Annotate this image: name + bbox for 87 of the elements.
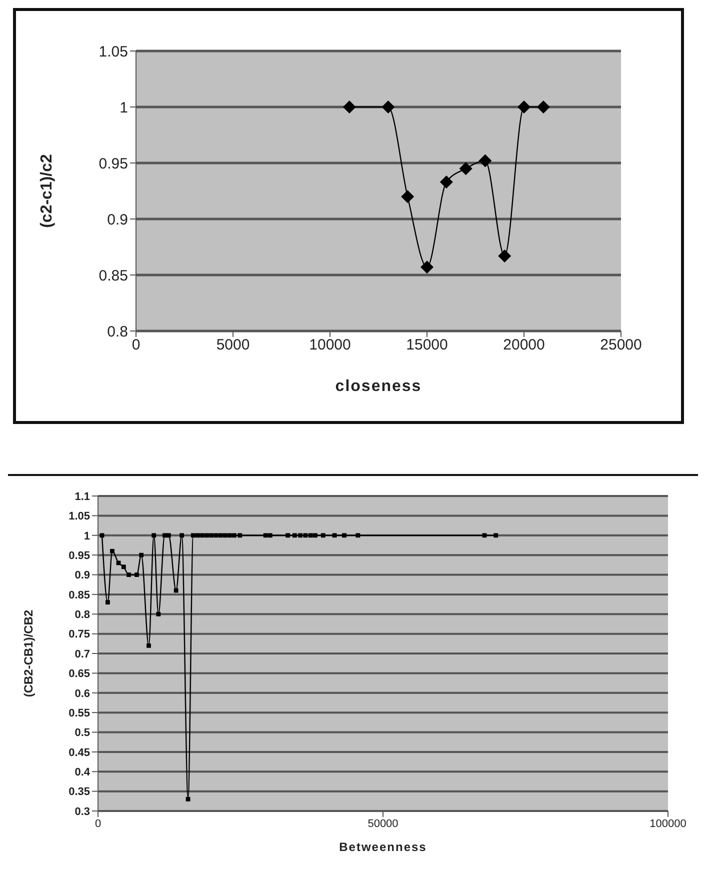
point bbox=[536, 100, 550, 114]
y-tick-label: 0.8 bbox=[74, 609, 90, 622]
point bbox=[494, 533, 498, 538]
x-tick-label: 100000 bbox=[650, 818, 686, 830]
y-tick-label: 1 bbox=[120, 99, 128, 116]
y-tick-label: 1.05 bbox=[68, 510, 90, 523]
point bbox=[214, 533, 218, 538]
point bbox=[238, 533, 242, 538]
y-tick-label: 0.4 bbox=[74, 766, 91, 779]
point bbox=[204, 533, 210, 538]
x-tick-label: 50000 bbox=[368, 818, 398, 830]
point bbox=[126, 572, 131, 577]
point bbox=[401, 190, 414, 204]
point bbox=[139, 552, 144, 558]
point bbox=[312, 533, 318, 538]
y-tick-label: 0.45 bbox=[68, 746, 90, 759]
y-tick-label: 0.95 bbox=[68, 550, 90, 562]
point bbox=[342, 100, 356, 114]
y-tick-label: 0.55 bbox=[68, 707, 90, 720]
point bbox=[292, 533, 297, 538]
point bbox=[166, 533, 171, 538]
point bbox=[420, 260, 434, 274]
y-tick-label: 0.65 bbox=[68, 668, 90, 680]
point bbox=[121, 564, 126, 570]
x-axis-title: Betweenness bbox=[339, 840, 427, 854]
y-tick-label: 1.1 bbox=[74, 490, 90, 503]
point bbox=[196, 533, 200, 538]
y-tick-label: 0.3 bbox=[74, 806, 90, 818]
y-tick-label: 0.5 bbox=[74, 727, 90, 740]
point bbox=[162, 533, 167, 538]
y-tick-label: 0.85 bbox=[68, 589, 90, 602]
point bbox=[186, 796, 190, 802]
x-tick-label: 10000 bbox=[309, 336, 351, 354]
y-tick-label: 0.8 bbox=[107, 323, 128, 340]
y-tick-label: 0.7 bbox=[74, 648, 90, 660]
point bbox=[190, 533, 196, 538]
point bbox=[209, 533, 214, 538]
point bbox=[320, 533, 326, 538]
y-tick-label: 1 bbox=[84, 530, 90, 542]
point bbox=[156, 612, 161, 616]
point bbox=[218, 533, 223, 538]
x-tick-label: 15000 bbox=[406, 336, 448, 354]
x-tick-label: 0 bbox=[94, 818, 102, 830]
y-tick-label: 0.85 bbox=[98, 267, 128, 284]
point bbox=[110, 548, 114, 554]
point bbox=[268, 533, 272, 538]
y-tick-label: 0.35 bbox=[68, 786, 90, 798]
point bbox=[263, 533, 268, 538]
point bbox=[482, 533, 487, 538]
point bbox=[303, 533, 308, 538]
point bbox=[146, 643, 151, 648]
point bbox=[134, 572, 139, 577]
point bbox=[382, 100, 395, 114]
x-tick-label: 0 bbox=[132, 336, 140, 354]
point bbox=[298, 533, 303, 538]
y-tick-label: 0.75 bbox=[68, 628, 90, 641]
point bbox=[478, 154, 492, 168]
point bbox=[100, 533, 104, 538]
point bbox=[105, 600, 110, 605]
x-tick-label: 20000 bbox=[503, 336, 545, 354]
y-axis-title: (CB2-CB1)/CB2 bbox=[21, 610, 36, 698]
point bbox=[286, 533, 290, 538]
x-tick-label: 25000 bbox=[600, 336, 642, 354]
point bbox=[498, 249, 512, 262]
x-axis-title: closeness bbox=[335, 378, 422, 395]
point bbox=[174, 588, 178, 593]
point bbox=[200, 533, 205, 538]
point bbox=[308, 533, 313, 538]
point bbox=[222, 533, 228, 538]
y-axis-title: (c2-c1)/c2 bbox=[38, 154, 56, 228]
point bbox=[440, 176, 453, 189]
point bbox=[180, 533, 184, 538]
point bbox=[356, 533, 360, 538]
point bbox=[232, 533, 236, 538]
point bbox=[116, 560, 121, 566]
point bbox=[227, 533, 232, 538]
y-tick-label: 0.9 bbox=[74, 570, 90, 582]
point bbox=[152, 533, 156, 538]
point bbox=[518, 100, 530, 114]
x-tick-label: 5000 bbox=[216, 336, 250, 354]
point bbox=[459, 162, 472, 176]
y-tick-label: 0.9 bbox=[107, 211, 128, 228]
point bbox=[342, 533, 346, 538]
y-tick-label: 1.05 bbox=[98, 43, 128, 60]
y-tick-label: 0.95 bbox=[98, 155, 128, 172]
point bbox=[332, 533, 337, 538]
y-tick-label: 0.6 bbox=[74, 688, 90, 700]
